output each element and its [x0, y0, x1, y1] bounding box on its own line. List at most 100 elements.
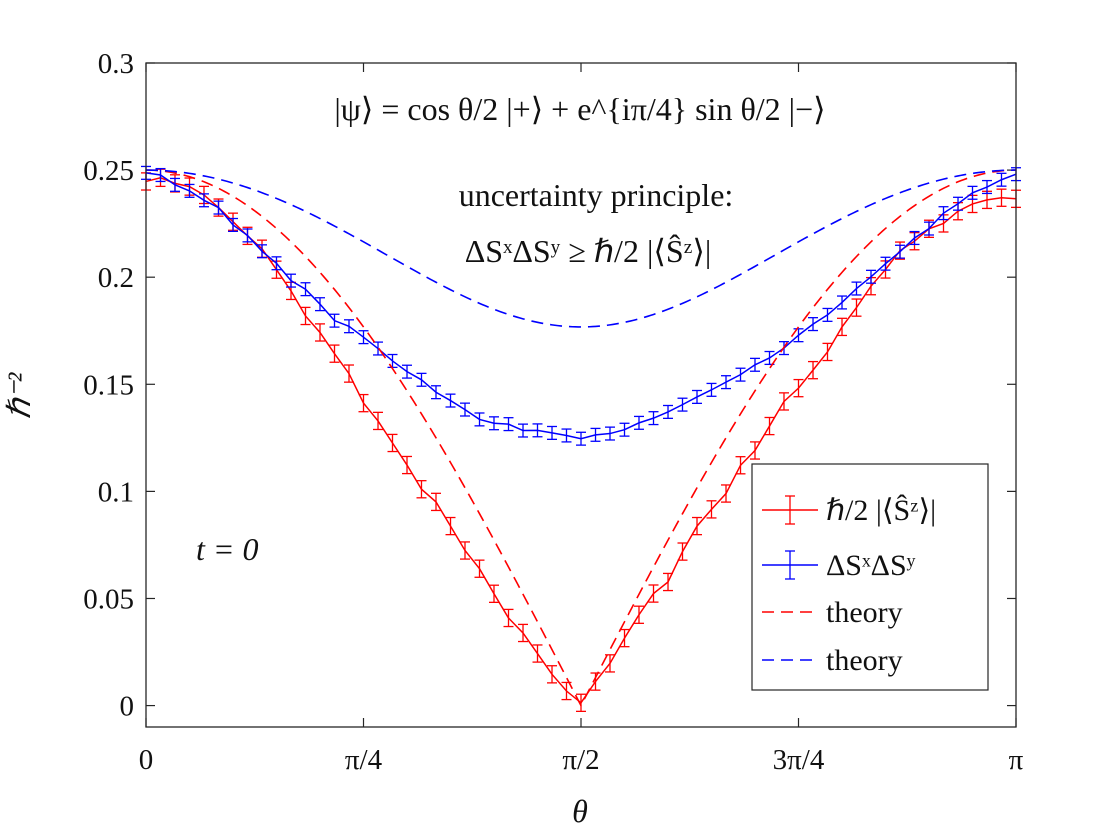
error-bar — [619, 422, 630, 437]
error-bar — [735, 367, 746, 382]
error-bar — [488, 416, 499, 431]
error-bar — [459, 402, 470, 417]
error-bar — [938, 206, 949, 221]
error-bar — [271, 256, 282, 271]
error-bar — [735, 456, 746, 475]
error-bar — [329, 344, 340, 363]
error-bar — [445, 516, 456, 536]
legend-box — [751, 463, 989, 691]
error-bar — [416, 372, 427, 387]
x-tick-label: π — [1009, 744, 1024, 776]
error-bar — [373, 411, 384, 431]
error-bar — [532, 423, 543, 438]
error-bar — [257, 244, 268, 259]
error-bar — [880, 256, 891, 271]
error-bar — [633, 605, 644, 624]
legend-label: theory — [826, 644, 903, 677]
error-bar — [923, 221, 934, 236]
series-3 — [145, 169, 1017, 328]
error-bar — [155, 167, 166, 183]
x-tick-label: π/4 — [345, 744, 383, 776]
legend: ℏ/2 |⟨Ŝᶻ⟩| ΔSˣΔSʸ theory theory — [751, 463, 989, 691]
theory-curve — [145, 169, 1017, 328]
error-bar — [633, 415, 644, 430]
error-bar — [749, 357, 760, 372]
error-bar — [793, 378, 804, 398]
legend-item: ΔSˣΔSʸ — [762, 549, 916, 582]
error-bar — [764, 416, 775, 436]
error-bar — [793, 328, 804, 343]
error-bar — [184, 183, 195, 198]
error-bar — [387, 433, 398, 453]
error-bar — [213, 200, 224, 215]
error-bar — [503, 417, 514, 432]
error-bar — [866, 269, 877, 284]
error-bar — [300, 306, 311, 326]
state-equation-annotation: |ψ⟩ = cos θ/2 |+⟩ + e^{iπ/4} sin θ/2 |−⟩ — [334, 91, 825, 127]
error-bar — [967, 185, 978, 200]
time-label-annotation: t = 0 — [196, 531, 258, 567]
plot-frame — [145, 62, 1017, 728]
error-bar — [431, 385, 442, 400]
error-bar — [706, 500, 717, 519]
error-bar — [663, 572, 674, 592]
error-bar — [286, 273, 297, 288]
error-bar — [648, 584, 659, 603]
error-bar — [198, 193, 209, 208]
error-bar — [648, 411, 659, 426]
error-bar — [445, 393, 456, 408]
legend-label: ΔSˣΔSʸ — [826, 549, 916, 582]
error-bar — [851, 281, 862, 296]
error-bar — [488, 584, 499, 603]
error-bar — [604, 426, 615, 441]
theory-curve — [145, 169, 1017, 708]
error-bar — [749, 441, 760, 460]
legend-label: theory — [826, 596, 903, 629]
error-bar — [358, 393, 369, 413]
uncertainty-title-annotation: uncertainty principle: — [459, 177, 734, 213]
y-tick-label: 0 — [120, 691, 135, 723]
error-bar — [576, 431, 587, 446]
error-bar — [576, 693, 587, 713]
error-bar — [894, 244, 905, 259]
error-bar — [822, 342, 833, 362]
error-bar — [431, 492, 442, 512]
error-bar — [503, 608, 514, 628]
y-tick-label: 0.2 — [98, 262, 134, 294]
y-axis-title: ℏ⁻² — [1, 371, 37, 419]
legend-item: theory — [762, 596, 903, 629]
legend-item: ℏ/2 |⟨Ŝᶻ⟩| — [762, 494, 936, 527]
series-2 — [145, 169, 1017, 708]
error-bar — [518, 623, 529, 643]
error-bar — [402, 455, 413, 475]
error-bar — [808, 317, 819, 332]
error-bar — [692, 516, 703, 536]
error-bar — [416, 480, 427, 499]
error-bar — [532, 644, 543, 663]
error-bar — [561, 428, 572, 443]
y-tick-label: 0.1 — [98, 476, 134, 508]
error-bar — [663, 404, 674, 419]
error-bar — [474, 559, 485, 578]
y-tick-label: 0.15 — [83, 369, 134, 401]
legend-item: theory — [762, 644, 903, 677]
error-bar — [677, 542, 688, 561]
error-bar — [982, 179, 993, 195]
error-bar — [518, 423, 529, 438]
error-bar — [358, 330, 369, 345]
error-bar — [996, 172, 1007, 187]
error-bar — [706, 382, 717, 397]
error-bar — [459, 541, 470, 560]
error-bar — [721, 375, 732, 390]
legend-label: ℏ/2 |⟨Ŝᶻ⟩| — [826, 494, 936, 527]
error-bar — [169, 177, 180, 192]
error-bar — [778, 392, 789, 411]
error-bar — [837, 295, 848, 310]
x-axis-title: θ — [572, 793, 588, 829]
error-bar — [677, 397, 688, 412]
uncertainty-relation-annotation: ΔSˣΔSʸ ≥ ℏ/2 |⟨Ŝᶻ⟩| — [465, 233, 712, 269]
error-bar — [343, 364, 354, 383]
x-tick-label: 3π/4 — [773, 744, 825, 776]
y-tick-label: 0.25 — [83, 155, 134, 187]
error-bar — [822, 307, 833, 322]
